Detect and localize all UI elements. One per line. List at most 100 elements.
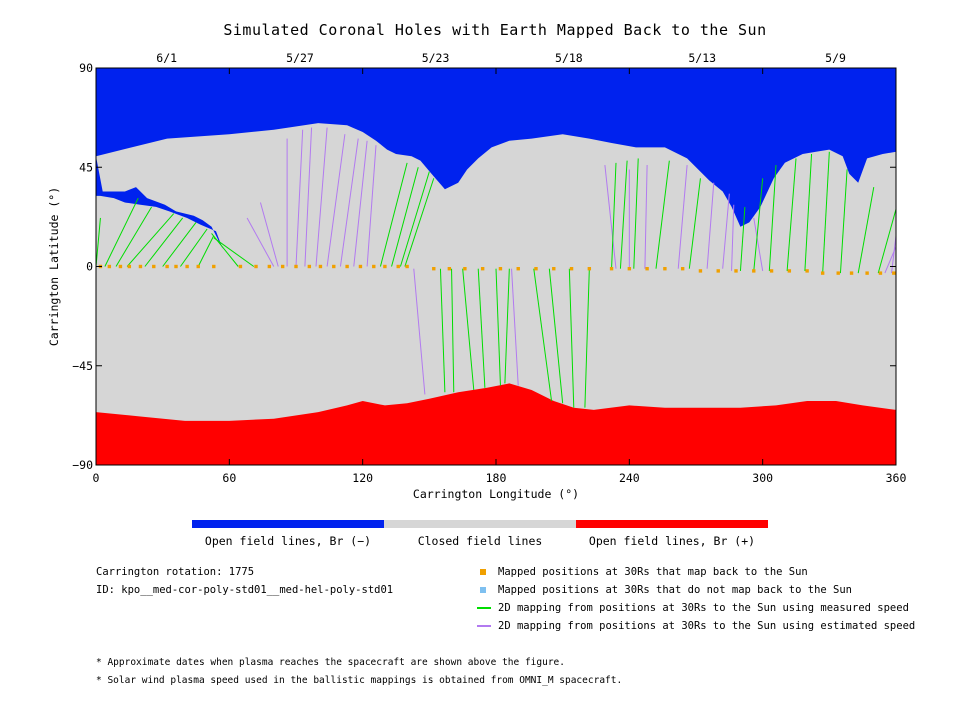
mapped-position-point-8 <box>185 264 189 269</box>
legend-marker-measured <box>477 607 491 609</box>
legend-marker-estimated <box>477 625 491 627</box>
mapped-position-point-6 <box>165 264 169 269</box>
measured-mapping-line-4 <box>144 217 184 267</box>
estimated-mapping-line-19 <box>753 217 764 271</box>
mapped-position-point-1 <box>107 264 112 269</box>
measured-mapping-line-1 <box>104 197 139 267</box>
measured-mapping-line-36 <box>857 187 875 274</box>
mapped-position-point-46 <box>805 269 809 273</box>
y-tick-label-2: 0 <box>86 260 93 274</box>
mapped-position-point-48 <box>836 271 840 275</box>
y-tick-label-1: 45 <box>79 160 93 174</box>
mapped-position-point-30 <box>516 267 520 271</box>
measured-mapping-line-18 <box>495 268 501 386</box>
mapped-position-point-25 <box>432 267 436 271</box>
estimated-mapping-line-12 <box>604 164 617 269</box>
measured-mapping-line-0 <box>95 217 101 267</box>
measured-mapping-line-17 <box>477 268 486 388</box>
mapped-position-point-33 <box>569 267 574 271</box>
estimated-mapping-line-6 <box>326 134 346 267</box>
mapped-position-point-35 <box>609 267 614 271</box>
estimated-mapping-line-0 <box>246 217 275 267</box>
x-tick-label-4: 240 <box>619 471 640 485</box>
measured-mapping-line-20 <box>533 268 553 402</box>
legend-text-mapped: Mapped positions at 30Rs that map back t… <box>498 566 808 578</box>
mapped-position-point-11 <box>238 264 243 269</box>
measured-mapping-line-7 <box>197 235 215 267</box>
measured-mapping-line-15 <box>451 268 455 393</box>
measured-mapping-line-3 <box>126 213 175 267</box>
legend-item-estimated: 2D mapping from positions at 30Rs to the… <box>477 620 915 632</box>
colorbar <box>192 520 768 528</box>
estimated-mapping-line-11 <box>511 268 519 386</box>
footnote-dates: * Approximate dates when plasma reaches … <box>96 657 565 668</box>
x-tick-label-3: 180 <box>486 471 507 485</box>
estimated-mapping-line-7 <box>339 138 359 267</box>
colorbar-label-closed: Closed field lines <box>417 534 543 548</box>
mapped-position-point-22 <box>383 264 387 269</box>
legend-text-measured: 2D mapping from positions at 30Rs to the… <box>498 602 909 614</box>
measured-mapping-line-26 <box>633 158 639 269</box>
colorbar-open-negative <box>192 520 384 528</box>
estimated-mapping-line-18 <box>731 204 735 271</box>
measured-mapping-line-2 <box>115 206 152 267</box>
measured-mapping-line-27 <box>655 160 670 269</box>
mapped-position-point-18 <box>332 264 336 269</box>
measured-mapping-line-10 <box>379 162 408 267</box>
mapped-position-point-21 <box>372 264 376 269</box>
legend-marker-unmapped <box>480 587 486 593</box>
mapped-position-point-34 <box>587 267 592 271</box>
estimated-mapping-line-16 <box>706 182 715 269</box>
measured-mapping-line-13 <box>404 178 435 267</box>
measured-mapping-line-37 <box>877 209 897 274</box>
mapped-position-point-39 <box>680 267 685 271</box>
mapped-position-point-28 <box>480 267 485 271</box>
mapped-position-point-42 <box>734 269 738 273</box>
mapped-position-point-19 <box>345 264 349 269</box>
mapped-position-point-24 <box>405 264 409 269</box>
estimated-mapping-line-1 <box>259 202 279 267</box>
x-tick-label-0: 0 <box>93 471 100 485</box>
measured-mapping-line-21 <box>548 268 564 404</box>
footnote-speed: * Solar wind plasma speed used in the ba… <box>96 675 623 686</box>
measured-mapping-line-25 <box>619 160 628 269</box>
estimated-mapping-line-4 <box>304 127 313 267</box>
mapped-position-point-13 <box>267 264 272 269</box>
mapped-position-point-12 <box>254 264 258 269</box>
legend-marker-mapped <box>480 569 486 575</box>
mapped-position-point-15 <box>294 264 298 269</box>
x-axis-label: Carrington Longitude (°) <box>413 487 579 501</box>
mapped-position-point-43 <box>752 269 756 273</box>
mapped-position-point-27 <box>463 267 467 271</box>
measured-mapping-line-6 <box>180 228 208 267</box>
legend-item-unmapped: Mapped positions at 30Rs that do not map… <box>477 584 852 596</box>
mapped-position-point-17 <box>318 264 323 269</box>
top-date-label-3: 5/18 <box>555 51 583 65</box>
measured-mapping-line-33 <box>804 153 813 271</box>
mapped-position-point-36 <box>627 267 632 271</box>
mapped-position-point-41 <box>716 269 720 273</box>
mapped-position-point-44 <box>769 269 774 273</box>
mapped-position-point-26 <box>447 267 452 271</box>
mapped-position-point-3 <box>127 264 132 269</box>
mapped-position-point-38 <box>663 267 667 271</box>
measured-mapping-line-29 <box>739 206 746 271</box>
measured-mapping-line-9 <box>213 237 255 267</box>
estimated-mapping-line-17 <box>722 193 730 269</box>
model-id: ID: kpo__med-cor-poly-std01__med-hel-pol… <box>96 584 394 596</box>
chart-title: Simulated Coronal Holes with Earth Mappe… <box>223 21 767 39</box>
colorbar-label-open-negative: Open field lines, Br (−) <box>204 534 372 548</box>
mapped-position-point-10 <box>212 264 216 269</box>
mapped-position-point-9 <box>196 264 200 269</box>
legend-item-mapped: Mapped positions at 30Rs that map back t… <box>477 566 808 578</box>
measured-mapping-line-28 <box>688 178 701 269</box>
mapped-position-point-5 <box>152 264 156 269</box>
top-date-label-1: 5/27 <box>286 51 314 65</box>
legend-text-estimated: 2D mapping from positions at 30Rs to the… <box>498 620 916 632</box>
estimated-mapping-line-10 <box>413 268 426 395</box>
measured-mapping-line-23 <box>584 268 590 408</box>
mapped-position-point-20 <box>358 264 363 269</box>
y-tick-label-0: 90 <box>79 61 93 75</box>
measured-mapping-line-22 <box>568 268 575 408</box>
top-date-label-5: 5/9 <box>825 51 846 65</box>
